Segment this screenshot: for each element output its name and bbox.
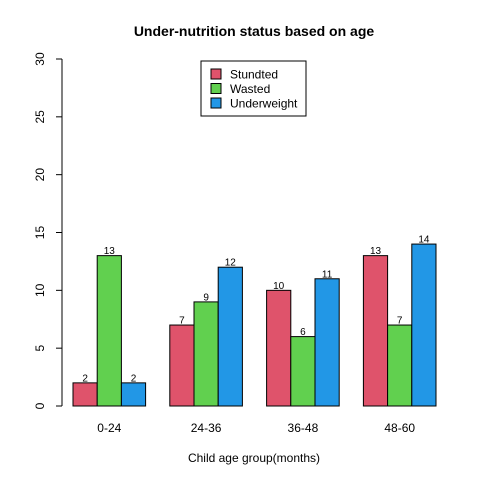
data-label: 13 — [104, 246, 116, 257]
data-label: 13 — [370, 246, 382, 257]
data-label: 2 — [131, 373, 137, 384]
y-tick-label: 25 — [33, 110, 47, 124]
data-label: 9 — [203, 292, 209, 303]
bar-wasted-36-48 — [290, 336, 316, 407]
data-label: 7 — [397, 316, 403, 327]
data-label: 7 — [179, 316, 185, 327]
x-tick-label: 0-24 — [97, 421, 121, 435]
y-tick-label: 5 — [33, 345, 47, 352]
bar-underweight-48-60 — [411, 243, 437, 407]
x-tick-label: 24-36 — [191, 421, 222, 435]
y-axis: 0 5 10 15 20 25 30 — [33, 52, 63, 409]
data-label: 14 — [418, 235, 430, 246]
bar-stundted-24-36 — [169, 324, 195, 407]
x-axis-label: Child age group(months) — [188, 451, 320, 465]
x-tick-label: 48-60 — [384, 421, 415, 435]
bar-stundted-0-24 — [72, 382, 98, 407]
y-tick-label: 20 — [33, 168, 47, 182]
x-tick-label: 36-48 — [288, 421, 319, 435]
bars-group: 2 13 2 7 9 12 10 6 11 13 7 14 — [72, 235, 437, 407]
data-label: 12 — [225, 258, 237, 269]
y-tick-label: 10 — [33, 283, 47, 297]
legend-swatch — [210, 83, 222, 94]
data-label: 6 — [300, 327, 306, 338]
bar-wasted-0-24 — [96, 255, 122, 407]
bar-wasted-24-36 — [193, 301, 219, 407]
data-label: 2 — [82, 373, 88, 384]
legend-swatch — [210, 97, 222, 109]
data-label: 10 — [273, 281, 285, 292]
x-axis: 0-24 24-36 36-48 48-60 — [97, 421, 415, 435]
legend-swatch — [210, 68, 222, 80]
bar-underweight-36-48 — [314, 278, 340, 407]
legend-label: Wasted — [230, 82, 270, 96]
legend-label: Underweight — [230, 97, 298, 111]
y-tick-label: 15 — [33, 226, 47, 240]
bar-stundted-36-48 — [266, 289, 292, 407]
chart-title: Under-nutrition status based on age — [134, 23, 375, 39]
bar-stundted-48-60 — [362, 255, 389, 407]
y-tick-label: 0 — [33, 402, 47, 409]
bar-underweight-0-24 — [120, 382, 147, 407]
y-tick-label: 30 — [33, 52, 47, 66]
bar-underweight-24-36 — [217, 266, 243, 407]
legend-label: Stundted — [230, 68, 278, 82]
data-label: 11 — [322, 269, 333, 280]
bar-wasted-48-60 — [387, 324, 413, 407]
